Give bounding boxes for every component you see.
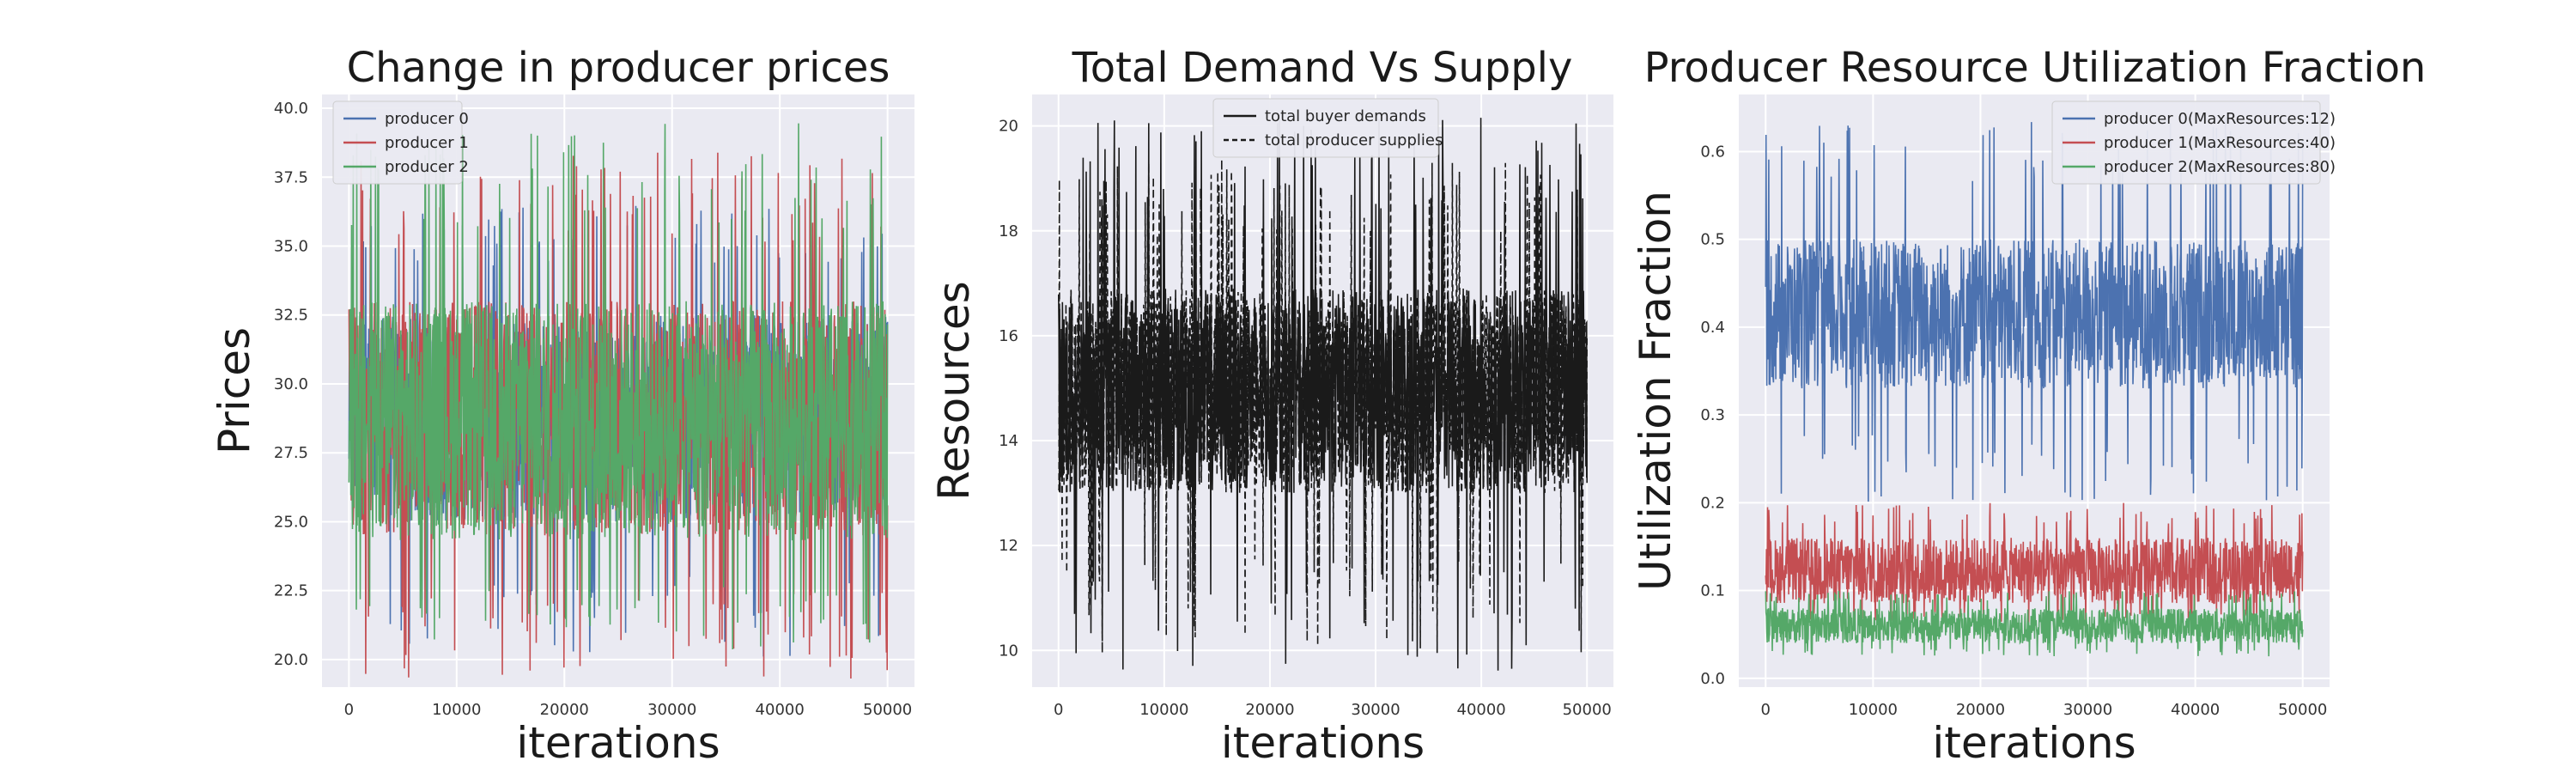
- y-tick-label: 40.0: [274, 100, 308, 118]
- series-group: [1765, 117, 2304, 657]
- x-tick-label: 10000: [1139, 701, 1188, 719]
- x-tick-label: 50000: [1563, 701, 1612, 719]
- x-tick-label: 40000: [2171, 701, 2220, 719]
- x-tick-label: 40000: [756, 701, 805, 719]
- x-tick-label: 40000: [1457, 701, 1506, 719]
- legend-entry: total buyer demands: [1265, 107, 1426, 125]
- chart-title: Change in producer prices: [347, 44, 890, 92]
- y-tick-label: 27.5: [274, 444, 308, 462]
- y-tick-label: 25.0: [274, 513, 308, 531]
- legend: total buyer demands total producer suppli…: [1212, 98, 1443, 158]
- y-tick-label: 0.5: [1700, 231, 1725, 249]
- y-tick-label: 0.2: [1700, 494, 1725, 512]
- chart-title: Total Demand Vs Supply: [1072, 44, 1573, 92]
- y-tick-label: 12: [999, 537, 1018, 555]
- legend-entry: total producer supplies: [1265, 131, 1443, 149]
- series-line: [1765, 117, 2304, 502]
- y-tick-label: 18: [999, 222, 1018, 240]
- legend-entry: producer 2(MaxResources:80): [2104, 158, 2336, 176]
- y-axis-label: Utilization Fraction: [1631, 191, 1680, 591]
- legend-entry: producer 1(MaxResources:40): [2104, 134, 2336, 152]
- x-tick-label: 0: [1761, 701, 1771, 719]
- y-tick-label: 32.5: [274, 307, 308, 325]
- series-group: [348, 123, 889, 679]
- y-tick-label: 0.6: [1700, 143, 1725, 161]
- y-tick-label: 20: [999, 118, 1018, 136]
- x-axis-label: iterations: [1932, 718, 2136, 768]
- y-tick-label: 0.1: [1700, 582, 1725, 600]
- y-tick-label: 16: [999, 327, 1018, 345]
- y-tick-label: 22.5: [274, 582, 308, 600]
- legend: producer 0(MaxResources:12) producer 1(Ma…: [2051, 100, 2336, 185]
- chart-title: Producer Resource Utilization Fraction: [1644, 44, 2427, 92]
- x-tick-label: 20000: [540, 701, 589, 719]
- legend-box: [1212, 98, 1439, 158]
- chart-1: 0 10000 20000 30000 40000 50000 20.0 22.5 25.0 27…: [210, 44, 914, 768]
- legend-box: [332, 100, 463, 185]
- x-axis-label: iterations: [1221, 718, 1425, 768]
- y-tick-label: 0.4: [1700, 319, 1725, 337]
- y-axis-label: Resources: [929, 281, 979, 500]
- y-tick-label: 0.0: [1700, 670, 1725, 688]
- y-axis-label: Prices: [210, 327, 259, 454]
- y-tick-label: 20.0: [274, 651, 308, 669]
- x-tick-label: 0: [344, 701, 354, 719]
- y-tick-label: 30.0: [274, 375, 308, 393]
- x-tick-label: 30000: [647, 701, 696, 719]
- x-tick-label: 20000: [1245, 701, 1294, 719]
- chart-3: 0 10000 20000 30000 40000 50000 0.0 0.1 0.2 0.3 0.…: [1631, 44, 2426, 768]
- legend: producer 0 producer 1 producer 2: [332, 100, 469, 185]
- legend-entry: producer 1: [385, 134, 469, 152]
- x-axis-label: iterations: [516, 718, 720, 768]
- x-tick-label: 50000: [863, 701, 912, 719]
- legend-entry: producer 2: [385, 158, 469, 176]
- y-tick-label: 14: [999, 432, 1018, 450]
- chart-2: 0 10000 20000 30000 40000 50000 10 12 14 16 18 20 To…: [929, 44, 1613, 768]
- series-group: [1058, 118, 1588, 671]
- x-tick-label: 20000: [1956, 701, 2005, 719]
- series-line: [348, 123, 889, 650]
- legend-box: [2051, 100, 2321, 185]
- y-tick-label: 10: [999, 642, 1018, 660]
- x-tick-label: 10000: [432, 701, 481, 719]
- x-tick-label: 10000: [1849, 701, 1898, 719]
- series-line: [1765, 502, 2304, 626]
- x-tick-label: 30000: [2063, 701, 2112, 719]
- y-tick-label: 37.5: [274, 168, 308, 186]
- series-line: [1058, 118, 1588, 671]
- y-tick-label: 0.3: [1700, 406, 1725, 424]
- x-tick-label: 30000: [1351, 701, 1400, 719]
- x-tick-label: 50000: [2278, 701, 2327, 719]
- legend-entry: producer 0(MaxResources:12): [2104, 110, 2336, 128]
- x-tick-label: 0: [1054, 701, 1063, 719]
- series-line: [1765, 590, 2304, 657]
- y-tick-label: 35.0: [274, 238, 308, 256]
- legend-entry: producer 0: [385, 110, 469, 128]
